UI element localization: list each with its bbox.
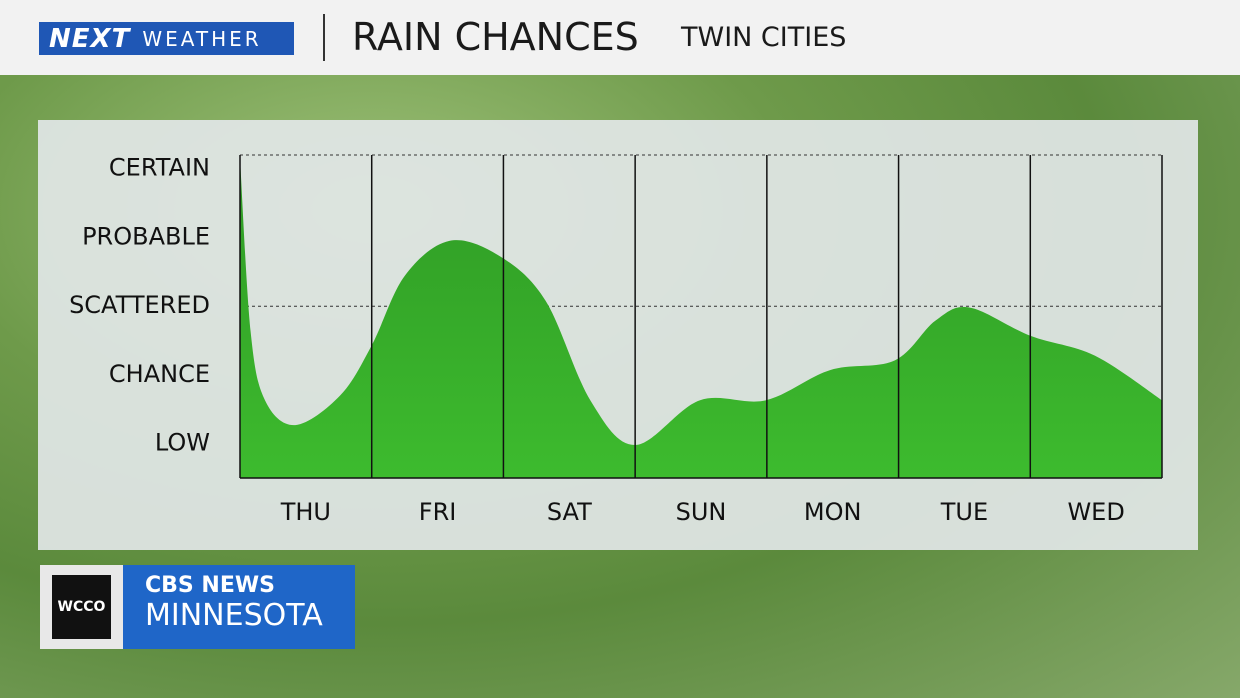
title: RAIN CHANCES bbox=[352, 15, 639, 59]
x-tick-label: MON bbox=[804, 498, 862, 526]
y-tick-label: CHANCE bbox=[109, 360, 210, 388]
station-logo: WCCO bbox=[40, 565, 123, 649]
x-tick-label: SAT bbox=[547, 498, 592, 526]
x-tick-label: FRI bbox=[419, 498, 457, 526]
y-tick-label: SCATTERED bbox=[69, 291, 210, 319]
x-tick-label: SUN bbox=[676, 498, 727, 526]
network-logo: CBS NEWS MINNESOTA bbox=[123, 565, 355, 649]
header-bar: NEXT WEATHER RAIN CHANCES TWIN CITIES bbox=[0, 0, 1240, 75]
rain-area bbox=[240, 158, 1162, 479]
logo-main: NEXT bbox=[49, 23, 131, 54]
station: WCCO bbox=[51, 575, 112, 639]
x-tick-label: TUE bbox=[940, 498, 988, 526]
location: TWIN CITIES bbox=[681, 22, 847, 53]
x-tick-label: WED bbox=[1067, 498, 1124, 526]
y-tick-label: PROBABLE bbox=[82, 222, 210, 250]
logo: NEXT WEATHER bbox=[39, 22, 294, 55]
x-tick-label: THU bbox=[280, 498, 331, 526]
logo-sub: WEATHER bbox=[142, 26, 262, 51]
y-tick-label: LOW bbox=[155, 429, 210, 457]
station-bug: WCCO CBS NEWS MINNESOTA bbox=[40, 565, 355, 649]
network: CBS NEWS bbox=[145, 573, 275, 598]
region: MINNESOTA bbox=[145, 598, 323, 633]
y-tick-label: CERTAIN bbox=[109, 154, 210, 182]
separator bbox=[323, 14, 325, 61]
